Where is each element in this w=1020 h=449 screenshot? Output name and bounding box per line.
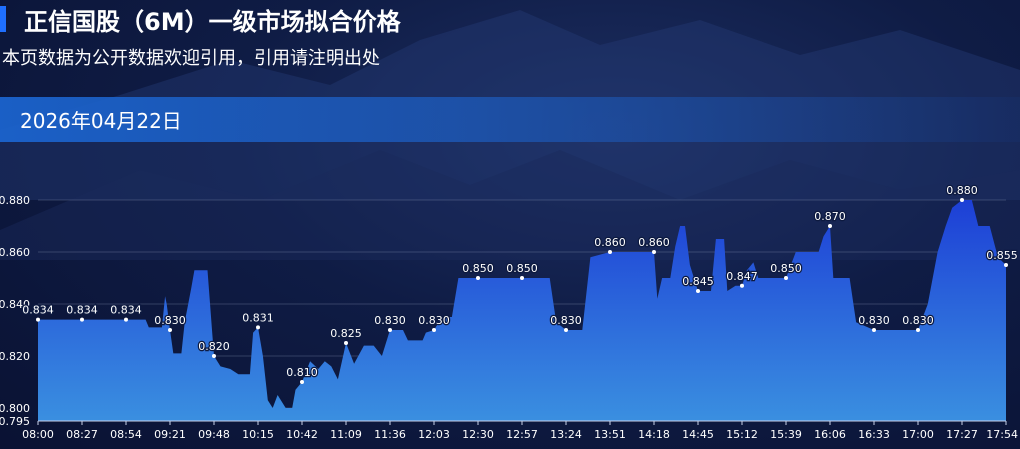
data-point — [696, 289, 700, 293]
data-label: 0.830 — [902, 314, 934, 327]
data-point — [564, 328, 568, 332]
x-tick-label: 12:30 — [462, 428, 494, 441]
x-tick-label: 08:54 — [110, 428, 142, 441]
x-tick-label: 08:27 — [66, 428, 98, 441]
data-label: 0.820 — [198, 340, 230, 353]
data-label: 0.870 — [814, 210, 846, 223]
data-point — [388, 328, 392, 332]
data-point — [432, 328, 436, 332]
x-tick-label: 08:00 — [22, 428, 54, 441]
data-point — [80, 317, 84, 322]
data-point — [36, 317, 40, 322]
data-point — [212, 354, 216, 358]
data-label: 0.834 — [110, 304, 142, 317]
title-accent-bar — [0, 6, 6, 32]
x-tick-label: 13:51 — [594, 428, 626, 441]
data-point — [652, 250, 656, 254]
data-label: 0.830 — [550, 314, 582, 327]
y-tick-label: 0.860 — [0, 246, 30, 259]
data-point — [872, 328, 876, 332]
data-point — [476, 276, 480, 280]
data-label: 0.860 — [594, 236, 626, 249]
data-label: 0.834 — [66, 304, 98, 317]
data-label: 0.830 — [418, 314, 450, 327]
data-point — [300, 380, 304, 384]
data-point — [124, 317, 128, 322]
x-tick-label: 15:12 — [726, 428, 758, 441]
x-tick-label: 17:54 — [986, 428, 1018, 441]
data-point — [784, 276, 788, 280]
x-tick-label: 14:45 — [682, 428, 714, 441]
data-label: 0.847 — [726, 270, 758, 283]
x-tick-label: 16:33 — [858, 428, 890, 441]
x-tick-label: 14:18 — [638, 428, 670, 441]
data-point — [344, 341, 348, 345]
data-label: 0.845 — [682, 275, 714, 288]
data-label: 0.830 — [858, 314, 890, 327]
y-tick-label: 0.820 — [0, 350, 30, 363]
price-area — [38, 200, 1006, 421]
x-tick-label: 10:42 — [286, 428, 318, 441]
data-point — [168, 328, 172, 332]
data-label: 0.810 — [286, 366, 318, 379]
data-point — [520, 276, 524, 280]
y-tick-label: 0.800 — [0, 402, 30, 415]
data-point — [740, 283, 744, 288]
data-point — [1004, 263, 1008, 267]
page-title: 正信国股（6M）一级市场拟合价格 — [24, 8, 401, 36]
data-point — [828, 224, 832, 228]
date-label: 2026年04月22日 — [20, 109, 182, 133]
x-tick-label: 10:15 — [242, 428, 274, 441]
data-label: 0.850 — [462, 262, 494, 275]
x-tick-label: 13:24 — [550, 428, 582, 441]
x-tick-label: 11:36 — [374, 428, 406, 441]
x-tick-label: 17:27 — [946, 428, 978, 441]
data-point — [608, 250, 612, 254]
x-tick-label: 12:57 — [506, 428, 538, 441]
data-label: 0.825 — [330, 327, 362, 340]
x-axis: 08:00 08:27 08:54 09:21 09:48 10:15 10:42 11:09… — [22, 420, 1018, 441]
data-label: 0.850 — [506, 262, 538, 275]
data-point — [916, 328, 920, 332]
x-tick-label: 09:48 — [198, 428, 230, 441]
data-point — [960, 198, 964, 202]
page-subtitle: 本页数据为公开数据欢迎引用，引用请注明出处 — [2, 48, 380, 69]
y-tick-label: 0.840 — [0, 298, 30, 311]
data-label: 0.830 — [374, 314, 406, 327]
data-labels: 0.834 0.834 0.834 0.830 0.820 0.831 0.810 0.825… — [21, 183, 1019, 384]
data-label: 0.855 — [986, 249, 1018, 262]
data-label: 0.830 — [154, 314, 186, 327]
x-tick-label: 09:21 — [154, 428, 186, 441]
x-tick-label: 16:06 — [814, 428, 846, 441]
date-band: 2026年04月22日 — [0, 97, 1020, 142]
data-label: 0.860 — [638, 236, 670, 249]
data-label: 0.880 — [946, 184, 978, 197]
data-label: 0.834 — [22, 304, 54, 317]
x-tick-label: 12:03 — [418, 428, 450, 441]
x-tick-label: 11:09 — [330, 428, 362, 441]
x-tick-label: 17:00 — [902, 428, 934, 441]
y-tick-label: 0.795 — [0, 415, 30, 428]
x-tick-label: 15:39 — [770, 428, 802, 441]
data-label: 0.831 — [242, 311, 274, 324]
y-tick-label: 0.880 — [0, 194, 30, 207]
data-point — [256, 325, 260, 330]
data-label: 0.850 — [770, 262, 802, 275]
